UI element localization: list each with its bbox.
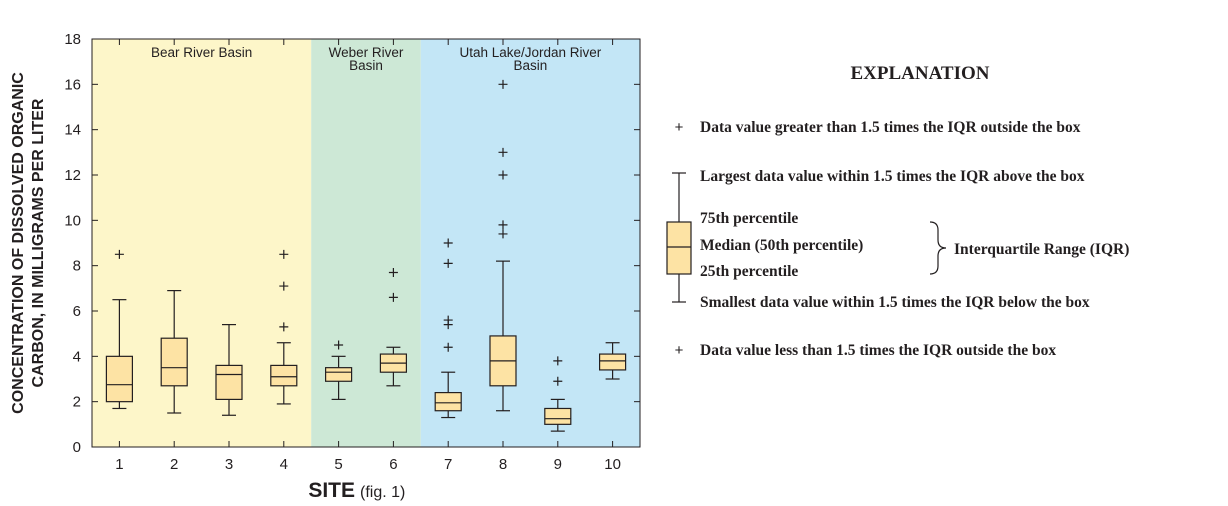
x-tick-label-8: 8 <box>499 456 507 473</box>
box-site-6 <box>379 267 407 387</box>
y-tick-label-18: 18 <box>64 31 81 48</box>
outlier-marker-1 <box>334 340 344 350</box>
iqr-box <box>544 407 572 425</box>
outlier-marker-1 <box>388 292 398 302</box>
box-site-4 <box>270 249 298 405</box>
y-tick-label-6: 6 <box>73 303 81 320</box>
box-site-8 <box>489 79 517 412</box>
x-tick-label-2: 2 <box>170 456 178 473</box>
iqr-box <box>160 337 188 387</box>
outlier-marker-3 <box>279 249 289 259</box>
legend-iqr-brace-icon <box>929 221 947 275</box>
x-tick-label-9: 9 <box>554 456 562 473</box>
iqr-box <box>270 364 298 387</box>
y-tick-label-10: 10 <box>64 212 81 229</box>
outlier-marker-1 <box>279 322 289 332</box>
x-axis-label-note: (fig. 1) <box>360 484 405 501</box>
x-tick-label-4: 4 <box>280 456 288 473</box>
box-site-1 <box>105 249 134 410</box>
iqr-box <box>215 364 243 400</box>
outlier-marker-2 <box>388 267 398 277</box>
outlier-marker-2 <box>279 281 289 291</box>
x-tick-label-6: 6 <box>389 456 397 473</box>
basin-label-1-line-1: Bear River Basin <box>151 45 252 60</box>
outlier-marker-1 <box>443 342 453 352</box>
x-tick-label-3: 3 <box>225 456 233 473</box>
basin-background-3 <box>420 39 640 447</box>
basin-label-2-line-2: Basin <box>349 58 383 73</box>
outlier-marker-5 <box>443 238 453 248</box>
basin-label-3-line-2: Basin <box>514 58 548 73</box>
y-tick-label-12: 12 <box>64 167 81 184</box>
legend-outlier-above-label: Data value greater than 1.5 times the IQ… <box>700 119 1081 136</box>
box-site-9 <box>544 356 572 432</box>
box-site-5 <box>325 340 353 400</box>
y-tick-label-16: 16 <box>64 76 81 93</box>
legend-iqr-label: Interquartile Range (IQR) <box>954 241 1129 258</box>
iqr-box <box>434 392 462 412</box>
explanation-legend: EXPLANATION + Data value greater than 1.… <box>666 63 1129 359</box>
box-site-3 <box>215 324 243 416</box>
outlier-marker-5 <box>498 79 508 89</box>
box-site-7 <box>434 238 462 419</box>
outlier-marker-1 <box>114 249 124 259</box>
outlier-marker-3 <box>498 170 508 180</box>
basin-label-2-line-1: Weber River <box>329 45 404 60</box>
legend-title: EXPLANATION <box>851 63 990 84</box>
legend-q1-label: 25th percentile <box>700 263 798 280</box>
basin-background-2 <box>311 39 421 447</box>
iqr-box <box>325 367 353 382</box>
y-tick-label-14: 14 <box>64 122 81 139</box>
outlier-marker-1 <box>553 376 563 386</box>
x-tick-label-10: 10 <box>604 456 621 473</box>
outlier-marker-1 <box>498 229 508 239</box>
box-plots <box>105 79 627 432</box>
box-site-10 <box>598 342 627 380</box>
x-axis-label: SITE <box>308 479 355 502</box>
y-axis-label-line-1: CONCENTRATION OF DISSOLVED ORGANIC <box>10 72 27 414</box>
y-tick-label-2: 2 <box>73 394 81 411</box>
x-tick-label-1: 1 <box>115 456 123 473</box>
x-tick-label-7: 7 <box>444 456 452 473</box>
box-site-2 <box>160 290 188 414</box>
y-axis-label-line-2: CARBON, IN MILLIGRAMS PER LITER <box>30 98 47 387</box>
outlier-marker-2 <box>498 220 508 230</box>
y-tick-label-0: 0 <box>73 439 81 456</box>
y-tick-label-8: 8 <box>73 258 81 275</box>
plot-frame <box>91 38 641 448</box>
iqr-box <box>598 353 627 371</box>
outlier-marker-4 <box>443 258 453 268</box>
legend-outlier-below-label: Data value less than 1.5 times the IQR o… <box>700 342 1056 359</box>
legend-median-label: Median (50th percentile) <box>700 237 863 254</box>
x-tick-label-5: 5 <box>334 456 342 473</box>
legend-outlier-above-icon: + <box>675 119 684 136</box>
legend-outlier-below-icon: + <box>675 342 684 359</box>
iqr-box <box>105 355 134 403</box>
legend-whisker-high-label: Largest data value within 1.5 times the … <box>700 168 1085 185</box>
basin-label-3-line-1: Utah Lake/Jordan River <box>459 45 601 60</box>
y-tick-label-4: 4 <box>73 348 81 365</box>
legend-box-icon <box>666 172 692 303</box>
outlier-marker-2 <box>553 356 563 366</box>
outlier-marker-3 <box>443 315 453 325</box>
legend-whisker-low-label: Smallest data value within 1.5 times the… <box>700 294 1090 311</box>
legend-q3-label: 75th percentile <box>700 210 798 227</box>
outlier-marker-4 <box>498 147 508 157</box>
